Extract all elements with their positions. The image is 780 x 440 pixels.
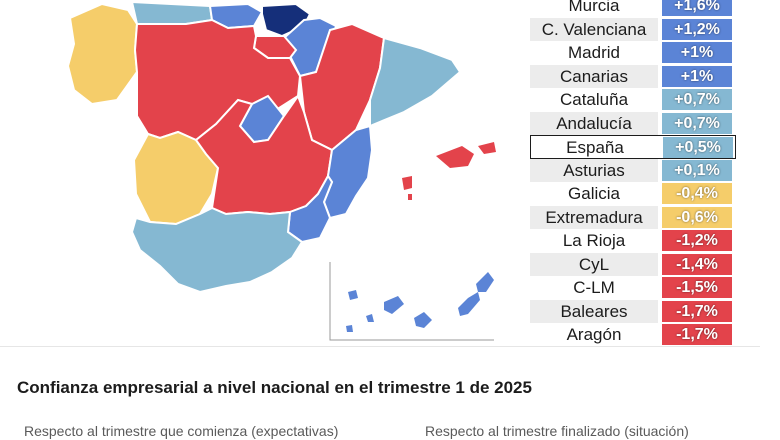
region-value: +0,5% bbox=[663, 137, 733, 158]
region-name: Cataluña bbox=[559, 90, 629, 109]
section-divider bbox=[0, 346, 760, 347]
region-extremadura bbox=[132, 130, 220, 226]
region-value: -1,7% bbox=[662, 300, 732, 322]
region-value: +1,6% bbox=[662, 0, 732, 16]
table-row: CyL -1,4% bbox=[530, 252, 736, 276]
region-value: -0,6% bbox=[662, 206, 732, 228]
region-value: +0,7% bbox=[662, 112, 732, 134]
region-cataluna bbox=[369, 36, 462, 128]
table-row: La Rioja -1,2% bbox=[530, 229, 736, 253]
region-name: Madrid bbox=[568, 43, 620, 62]
region-name: Baleares bbox=[530, 299, 658, 323]
region-name: Aragón bbox=[566, 325, 622, 344]
subtitle-expectations: Respecto al trimestre que comienza (expe… bbox=[24, 423, 339, 439]
region-value: -0,4% bbox=[662, 183, 732, 204]
table-row: C. Valenciana +1,2% bbox=[530, 17, 736, 41]
region-name: C. Valenciana bbox=[530, 17, 658, 41]
region-name: Galicia bbox=[568, 184, 620, 203]
region-andalucia bbox=[130, 206, 304, 294]
region-name: La Rioja bbox=[562, 231, 626, 250]
subtitle-situation: Respecto al trimestre finalizado (situac… bbox=[425, 423, 689, 439]
region-value: -1,2% bbox=[662, 230, 732, 251]
table-row: Canarias +1% bbox=[530, 64, 736, 88]
region-value: +0,7% bbox=[662, 89, 732, 110]
canarias-inset-frame bbox=[329, 262, 494, 341]
region-name: CyL bbox=[530, 252, 658, 276]
region-name: C-LM bbox=[573, 278, 615, 297]
region-value: +1% bbox=[662, 65, 732, 87]
table-row: Madrid +1% bbox=[530, 41, 736, 65]
table-row: Cataluña +0,7% bbox=[530, 88, 736, 112]
region-value: +1,2% bbox=[662, 18, 732, 40]
region-value: -1,5% bbox=[662, 277, 732, 298]
spain-map bbox=[66, 0, 496, 341]
table-row: Andalucía +0,7% bbox=[530, 111, 736, 135]
table-row: España +0,5% bbox=[530, 135, 736, 159]
headline: Confianza empresarial a nivel nacional e… bbox=[17, 378, 532, 397]
table-row: Aragón -1,7% bbox=[530, 323, 736, 347]
region-c-valenciana bbox=[322, 124, 374, 220]
region-name: Extremadura bbox=[530, 205, 658, 229]
region-galicia bbox=[66, 2, 139, 106]
region-name: Asturias bbox=[530, 158, 658, 182]
table-row: Murcia +1,6% bbox=[530, 0, 736, 18]
region-name: Canarias bbox=[530, 64, 658, 88]
region-canarias bbox=[346, 272, 494, 332]
region-value: +0,1% bbox=[662, 159, 732, 181]
table-row: Asturias +0,1% bbox=[530, 158, 736, 182]
region-name: Murcia bbox=[568, 0, 620, 15]
table-row: C-LM -1,5% bbox=[530, 276, 736, 300]
region-value: +1% bbox=[662, 42, 732, 63]
region-value: -1,7% bbox=[662, 324, 732, 345]
region-baleares bbox=[402, 142, 496, 200]
table-row: Baleares -1,7% bbox=[530, 299, 736, 323]
region-value: -1,4% bbox=[662, 253, 732, 275]
table-row: Extremadura -0,6% bbox=[530, 205, 736, 229]
region-name: Andalucía bbox=[530, 111, 658, 135]
region-name: España bbox=[566, 138, 624, 157]
table-row: Galicia -0,4% bbox=[530, 182, 736, 206]
region-values-table: Murcia +1,6% C. Valenciana +1,2% Madrid +1% Ca… bbox=[530, 0, 736, 347]
